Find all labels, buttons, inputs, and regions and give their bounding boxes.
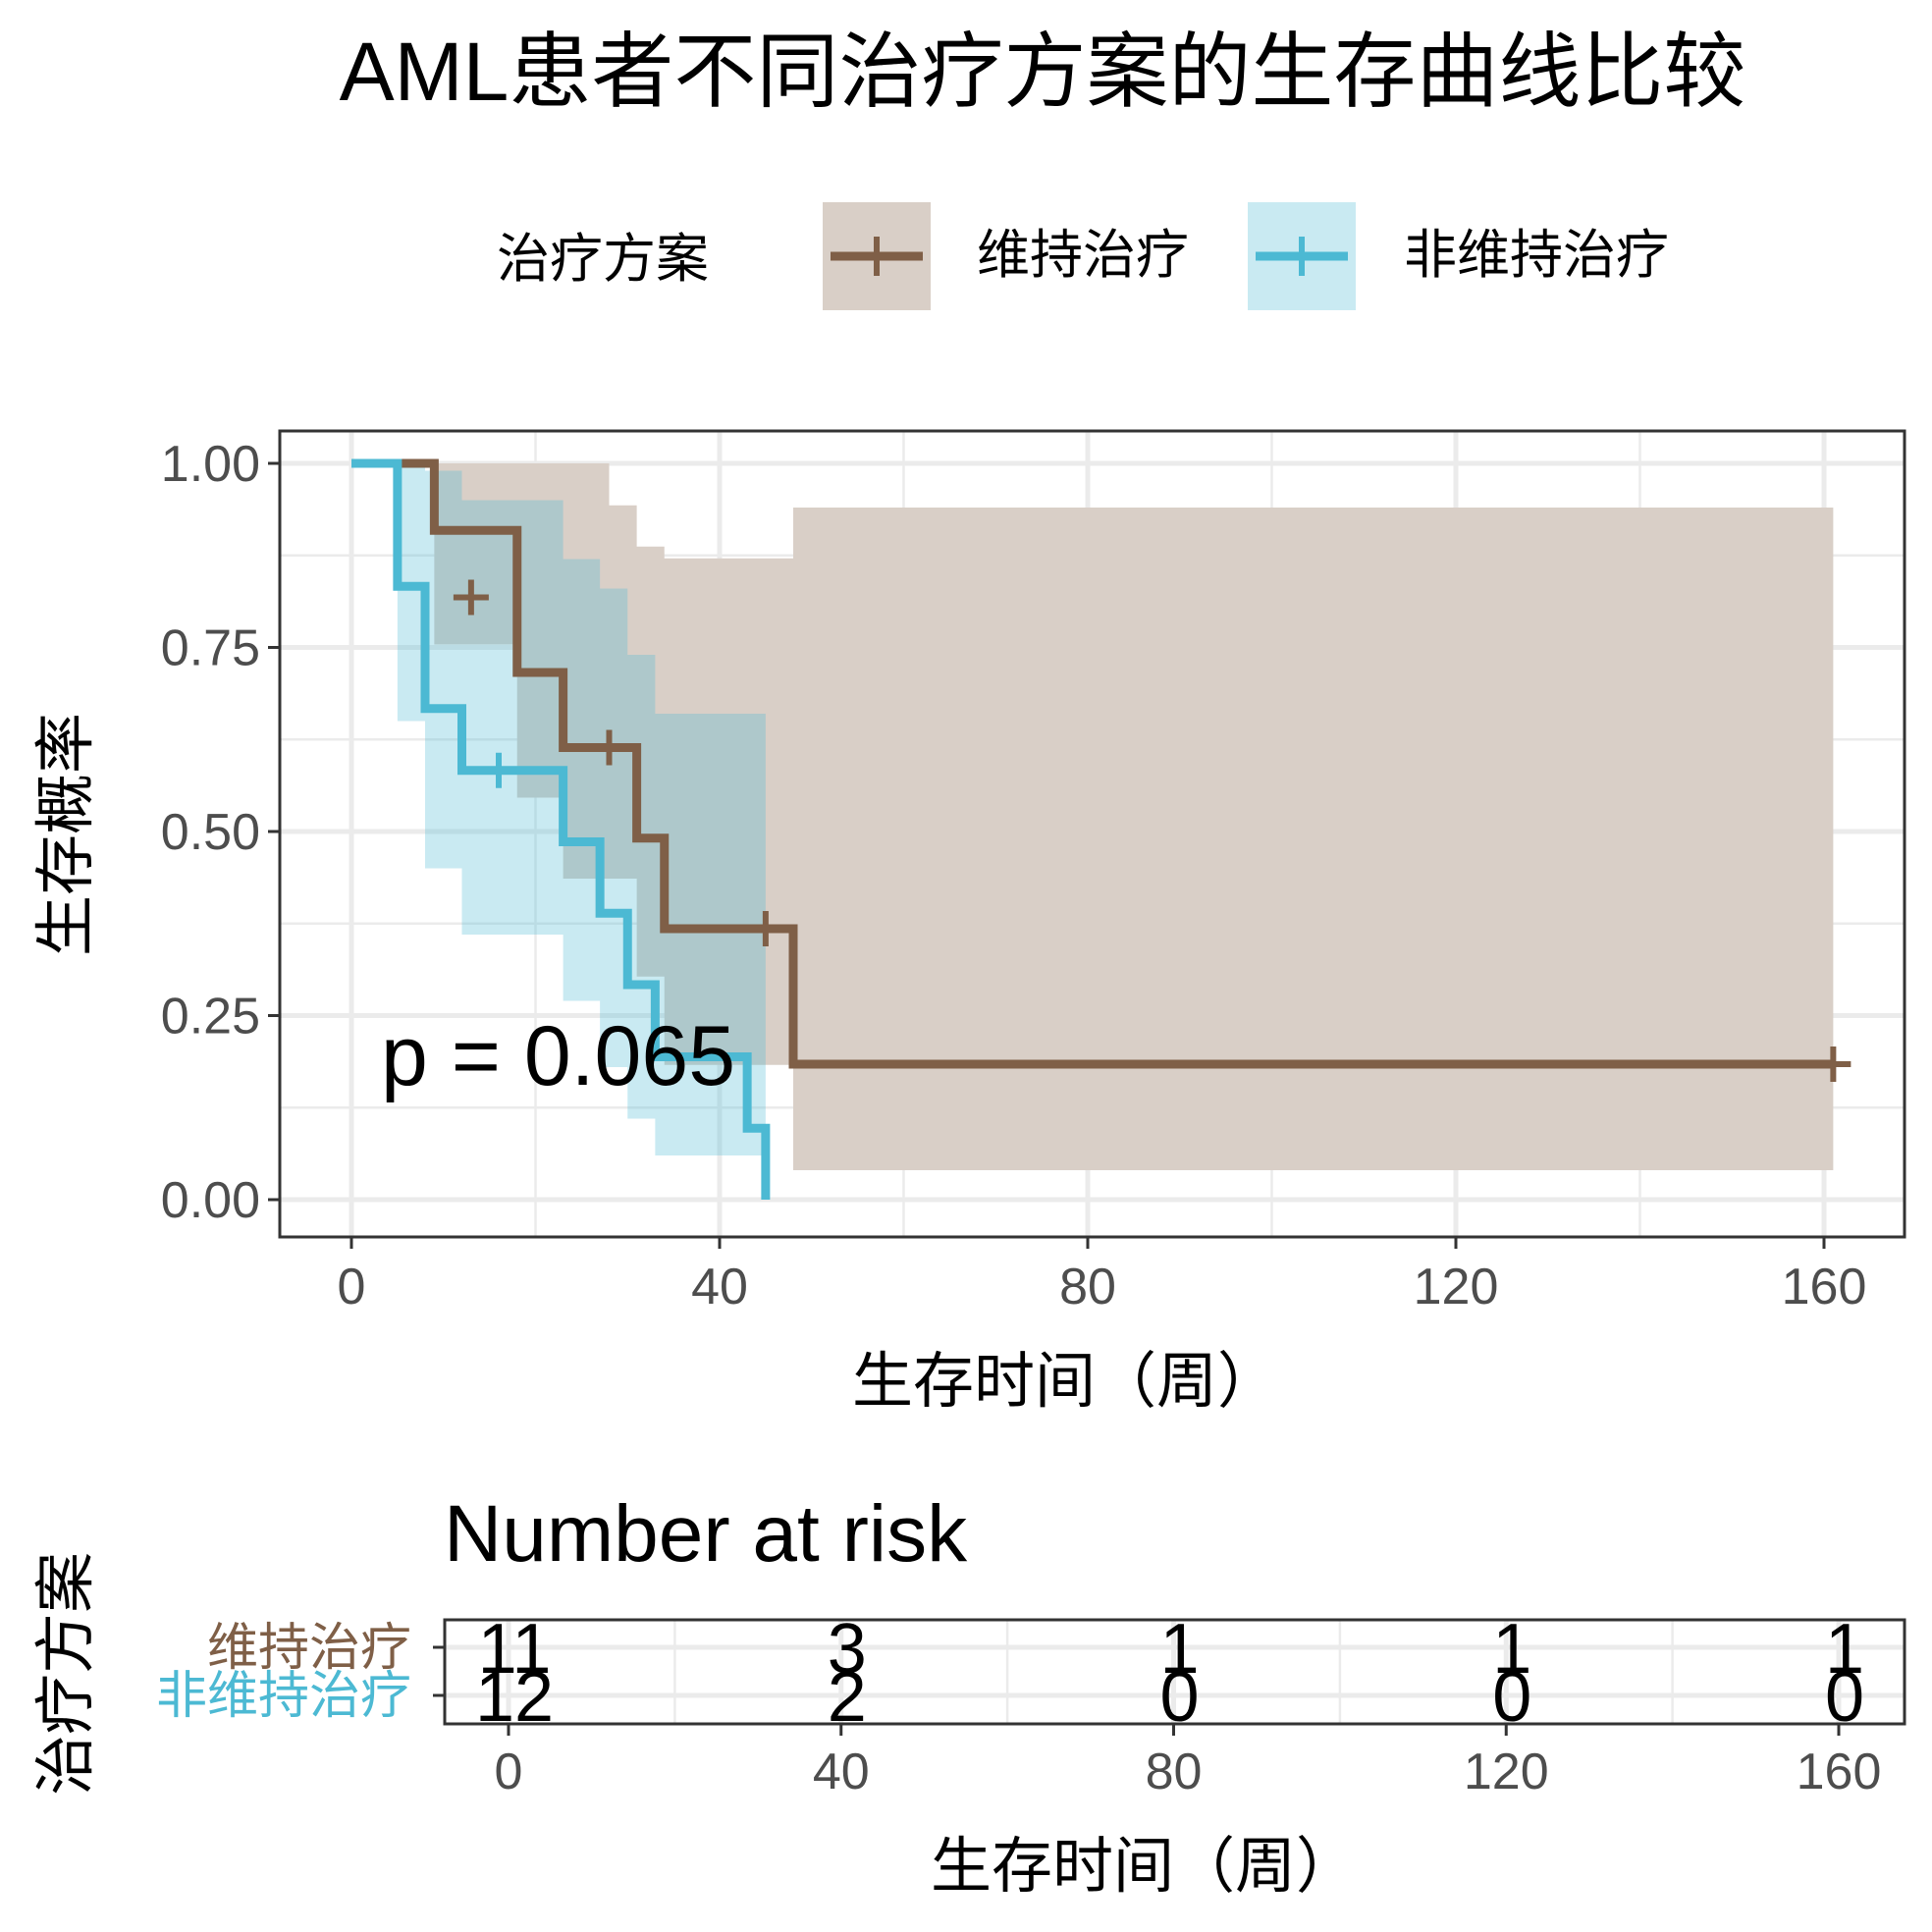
y-tick-label: 0.50 <box>161 804 260 861</box>
censor-mark <box>1815 1046 1852 1082</box>
risk-x-tick-label: 0 <box>495 1744 523 1800</box>
x-tick-label: 40 <box>691 1259 748 1315</box>
censor-mark <box>747 911 783 946</box>
ci-band-non-maintenance <box>351 463 766 1155</box>
legend-key-non-maintenance <box>1248 202 1356 310</box>
ci-band-maintenance <box>351 463 1834 1170</box>
censor-marks <box>453 579 1852 1082</box>
x-tick-label: 80 <box>1059 1259 1116 1315</box>
plot-axis-ticks: 0 40 80 120 160 0.00 0.25 0.50 0.75 1.00 <box>161 436 1867 1315</box>
risk-value: 2 <box>828 1658 867 1737</box>
censor-mark <box>453 579 489 616</box>
x-tick-label: 160 <box>1782 1259 1867 1315</box>
risk-value: 0 <box>1825 1658 1864 1737</box>
confidence-bands <box>351 463 1834 1170</box>
risk-table-title: Number at risk <box>444 1489 968 1579</box>
chart-title: AML患者不同治疗方案的生存曲线比较 <box>340 26 1746 118</box>
y-tick-label: 0.25 <box>161 989 260 1046</box>
x-axis-label: 生存时间（周） <box>852 1345 1278 1417</box>
legend-label-maintenance: 维持治疗 <box>977 224 1189 286</box>
survival-curve-non-maintenance <box>351 458 771 1200</box>
survival-plot-panel: p = 0.065 0 40 80 120 160 0.00 0.25 0.50 0.75 1.0… <box>161 429 1906 1315</box>
risk-row-label: 维持治疗 <box>207 1619 411 1678</box>
risk-row-label: 非维持治疗 <box>156 1667 411 1726</box>
y-axis-label: 生存概率 <box>29 713 101 956</box>
risk-value: 11 <box>478 1610 552 1689</box>
risk-value: 0 <box>1159 1658 1199 1737</box>
y-tick-label: 0.00 <box>161 1172 260 1229</box>
risk-y-axis-label: 治疗方案 <box>29 1552 101 1796</box>
x-tick-label: 0 <box>338 1259 366 1315</box>
risk-x-axis-label: 生存时间（周） <box>931 1830 1357 1902</box>
risk-value: 12 <box>475 1658 554 1737</box>
risk-table-values: 11 3 1 1 112 2 0 0 0 <box>475 1610 1864 1737</box>
plot-border <box>278 429 1906 1239</box>
risk-x-tick-label: 160 <box>1797 1744 1882 1800</box>
risk-table-grid <box>445 1620 1905 1724</box>
risk-x-tick-label: 40 <box>813 1744 870 1800</box>
p-value-annotation: p = 0.065 <box>381 1009 735 1103</box>
legend-key-maintenance <box>823 202 931 310</box>
risk-x-tick-label: 120 <box>1464 1744 1549 1800</box>
risk-value: 1 <box>1159 1610 1199 1689</box>
risk-value: 0 <box>1492 1658 1531 1737</box>
risk-value: 1 <box>1492 1610 1531 1689</box>
legend-title: 治疗方案 <box>497 228 709 290</box>
y-tick-label: 1.00 <box>161 436 260 493</box>
censor-mark <box>591 729 627 766</box>
risk-x-tick-label: 80 <box>1146 1744 1203 1800</box>
censor-mark <box>481 752 516 788</box>
legend: 治疗方案 维持治疗 非维持治疗 <box>497 202 1669 310</box>
risk-value: 1 <box>1825 1610 1864 1689</box>
risk-value: 3 <box>828 1610 867 1689</box>
legend-label-non-maintenance: 非维持治疗 <box>1404 224 1669 286</box>
y-tick-label: 0.75 <box>161 620 260 677</box>
x-tick-label: 120 <box>1414 1259 1499 1315</box>
